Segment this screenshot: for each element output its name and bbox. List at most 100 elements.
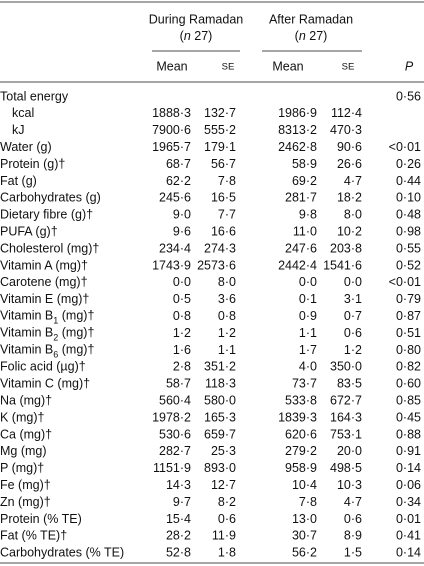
cell: 753·1 xyxy=(330,427,362,441)
text-part: n xyxy=(184,29,191,43)
cell: 3·6 xyxy=(218,292,236,306)
cell: 1839·3 xyxy=(278,410,317,424)
text-part: 6 xyxy=(53,350,58,360)
row-label: kJ xyxy=(12,123,25,137)
column-header: Mean xyxy=(272,59,303,73)
group-title: After Ramadan xyxy=(269,12,353,26)
column-header: Mean xyxy=(156,59,187,73)
cell: 279·2 xyxy=(285,444,317,458)
cell: 0·91 xyxy=(396,444,421,458)
cell: 0·88 xyxy=(396,427,421,441)
cell: 0·85 xyxy=(396,393,421,407)
cell: 1986·9 xyxy=(278,106,317,120)
text-part: Vitamin B xyxy=(0,309,53,323)
text-part: 27) xyxy=(306,29,328,43)
cell: 83·5 xyxy=(337,377,362,391)
cell: 4·7 xyxy=(344,495,362,509)
cell: 0·80 xyxy=(396,343,421,357)
cell: 0·7 xyxy=(344,309,362,323)
cell: 0·1 xyxy=(299,292,317,306)
cell: 8·0 xyxy=(218,275,236,289)
cell: 1151·9 xyxy=(153,461,191,475)
cell: 52·8 xyxy=(166,546,191,560)
row-label: Vitamin C (mg)† xyxy=(0,377,90,391)
cell: 8313·2 xyxy=(278,123,317,137)
row-label: Ca (mg)† xyxy=(0,427,52,441)
row-label: Carbohydrates (g) xyxy=(0,191,101,205)
row-label: Mg (mg) xyxy=(0,444,47,458)
row-label: Na (mg)† xyxy=(0,393,52,407)
cell: 203·8 xyxy=(330,241,362,255)
row-label: Vitamin B1 (mg)† xyxy=(0,309,94,326)
cell: 13·0 xyxy=(292,512,317,526)
row-label: Fe (mg)† xyxy=(0,478,51,492)
row-label: Carotene (mg)† xyxy=(0,275,88,289)
cell: 15·4 xyxy=(166,512,191,526)
cell: 20·0 xyxy=(337,444,362,458)
cell: 1·7 xyxy=(299,343,317,357)
cell: 118·3 xyxy=(205,377,236,391)
text-part: (mg)† xyxy=(58,343,94,357)
row-label: Carbohydrates (% TE) xyxy=(0,546,124,560)
cell: 2·8 xyxy=(173,360,191,374)
row-label: Total energy xyxy=(0,89,69,103)
row-label: K (mg)† xyxy=(0,410,45,424)
row-label: Folic acid (µg)† xyxy=(0,360,86,374)
row-label: PUFA (g)† xyxy=(0,224,58,238)
text-part: Vitamin B xyxy=(0,343,53,357)
cell: 164·3 xyxy=(330,410,362,424)
text-part: 27) xyxy=(191,29,213,43)
cell: 8·2 xyxy=(218,495,236,509)
cell: 9·0 xyxy=(173,208,191,222)
cell: 0·0 xyxy=(299,275,317,289)
cell: 0·0 xyxy=(344,275,362,289)
cell: 245·6 xyxy=(159,191,191,205)
cell: 1·2 xyxy=(173,326,191,340)
row-label: Vitamin B6 (mg)† xyxy=(0,343,94,360)
cell: 7·8 xyxy=(218,174,236,188)
cell: 0·6 xyxy=(218,512,236,526)
group-title: During Ramadan xyxy=(149,12,244,26)
text-part: ( xyxy=(180,29,185,43)
row-label: Cholesterol (mg)† xyxy=(0,241,99,255)
cell: 0·01 xyxy=(396,512,421,526)
cell: 30·7 xyxy=(292,529,317,543)
cell: 0·52 xyxy=(396,258,421,272)
cell: 282·7 xyxy=(159,444,191,458)
cell: 4·7 xyxy=(344,174,362,188)
cell: 1888·3 xyxy=(152,106,191,120)
cell: 958·9 xyxy=(285,461,317,475)
cell: 274·3 xyxy=(204,241,236,255)
cell: 1·1 xyxy=(218,343,236,357)
row-label: Zn (mg)† xyxy=(0,495,51,509)
cell: 1·2 xyxy=(344,343,362,357)
cell: 0·8 xyxy=(173,309,191,323)
cell: 470·3 xyxy=(330,123,362,137)
cell: 1·2 xyxy=(218,326,236,340)
cell: 498·5 xyxy=(330,461,362,475)
cell: 7900·6 xyxy=(152,123,191,137)
cell: 0·9 xyxy=(299,309,317,323)
cell: 165·3 xyxy=(204,410,236,424)
cell: 620·6 xyxy=(285,427,317,441)
row-label: Water (g) xyxy=(0,140,52,154)
cell: 0·5 xyxy=(173,292,191,306)
cell: 2573·6 xyxy=(197,258,236,272)
row-label: Vitamin B2 (mg)† xyxy=(0,326,94,343)
cell: 0·48 xyxy=(396,208,421,222)
cell: 560·4 xyxy=(159,393,191,407)
cell: 14·3 xyxy=(166,478,191,492)
cell: 16·5 xyxy=(211,191,236,205)
cell: 0·55 xyxy=(396,241,421,255)
row-label: Protein (g)† xyxy=(0,157,65,171)
column-header: SE xyxy=(342,62,355,73)
column-header: SE xyxy=(222,62,235,73)
cell: 0·41 xyxy=(396,529,421,543)
row-label: Vitamin A (mg)† xyxy=(0,258,88,272)
cell: 580·0 xyxy=(204,393,236,407)
cell: 7·7 xyxy=(218,208,236,222)
cell: 0·10 xyxy=(396,191,421,205)
cell: 1·5 xyxy=(344,546,362,560)
cell: 1·6 xyxy=(173,343,191,357)
